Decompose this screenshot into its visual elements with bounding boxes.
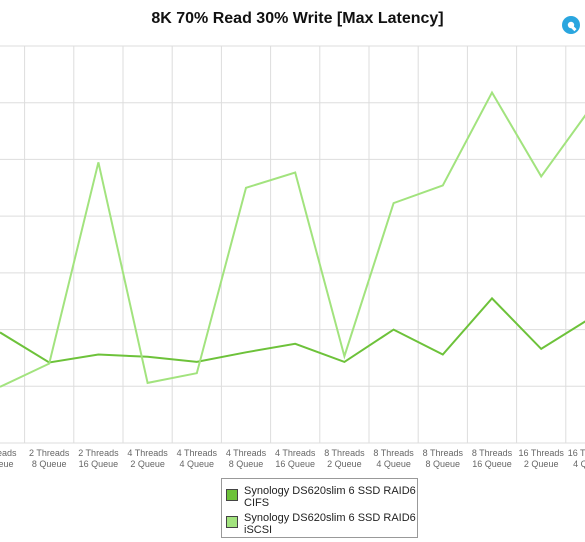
legend-swatch-cifs: [226, 489, 238, 501]
legend-swatch-iscsi: [226, 516, 238, 528]
legend-label-cifs: Synology DS620slim 6 SSD RAID6 CIFS: [244, 485, 416, 509]
x-tick-label: 4 Threads 2 Queue: [127, 448, 168, 469]
menu-icon[interactable]: [560, 14, 582, 36]
x-tick-label: 2 Threads 8 Queue: [29, 448, 70, 469]
x-tick-label: 4 Threads 4 Queue: [177, 448, 218, 469]
x-tick-label: 8 Threads 2 Queue: [324, 448, 365, 469]
x-tick-label: 4 Threads 8 Queue: [226, 448, 267, 469]
series-lines: [0, 90, 585, 388]
chart-title: 8K 70% Read 30% Write [Max Latency]: [151, 10, 444, 27]
x-tick-label: ThreadsQueue: [0, 448, 17, 469]
x-tick-label: 4 Threads 16 Queue: [275, 448, 316, 469]
legend: Synology DS620slim 6 SSD RAID6 CIFS Syno…: [221, 478, 418, 538]
series-line-cifs[interactable]: [0, 296, 585, 364]
x-tick-label: 8 Threads 4 Queue: [373, 448, 414, 469]
x-tick-label: 16 Threads 2 Queue: [519, 448, 565, 469]
grid-lines: [0, 45, 585, 444]
legend-label-iscsi: Synology DS620slim 6 SSD RAID6 iSCSI: [244, 512, 416, 536]
series-line-iscsi[interactable]: [0, 90, 585, 388]
x-tick-label: 8 Threads 8 Queue: [423, 448, 464, 469]
x-tick-label: 2 Threads 16 Queue: [78, 448, 119, 469]
x-tick-label: 8 Threads 16 Queue: [472, 448, 513, 469]
